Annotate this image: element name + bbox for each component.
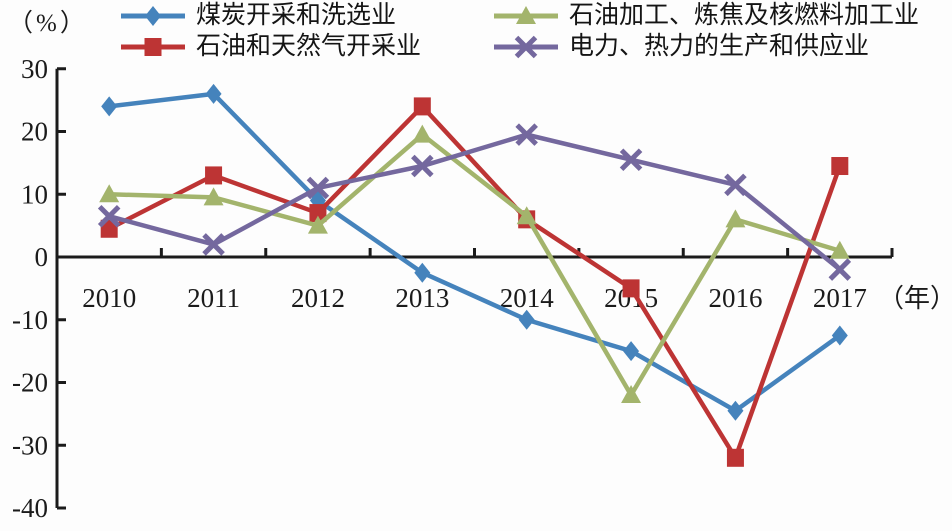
series-marker-x [202, 233, 225, 256]
series-line [108, 132, 842, 272]
series-marker-x [514, 35, 538, 59]
x-tick-label: 2013 [395, 283, 449, 313]
x-tick-label: 2011 [187, 283, 240, 313]
series-marker-x [828, 258, 852, 281]
series-marker-diamond [205, 83, 222, 104]
y-tick-label: -30 [12, 430, 48, 460]
legend-label: 电力、热力的生产和供应业 [569, 33, 870, 60]
series-marker-square [309, 204, 327, 223]
series-marker-triangle [307, 215, 328, 234]
y-tick-label: -20 [12, 368, 48, 398]
series-marker-diamond [831, 325, 848, 346]
series-line [109, 131, 841, 400]
series-line [108, 103, 842, 463]
y-tick-label: -10 [12, 305, 48, 335]
series-marker-x [619, 148, 643, 172]
series-marker-square [100, 219, 118, 238]
oil-gas-series-legend-marker-icon [121, 38, 185, 56]
legend-item-oil-gas-extraction: 石油和天然气开采业 [119, 32, 421, 62]
x-tick-label: 2014 [500, 283, 555, 313]
series-marker-diamond [727, 400, 744, 421]
series-3 [97, 123, 852, 281]
x-tick-label: 2012 [291, 283, 345, 313]
x-tick-label: 2017 [813, 283, 867, 313]
series-marker-triangle [99, 184, 120, 203]
legend-label: 煤炭开采和洗选业 [196, 2, 397, 29]
y-tick-label: 20 [21, 117, 48, 147]
series-marker-square [831, 157, 849, 176]
series-marker-diamond [414, 262, 431, 283]
series-marker-x [724, 173, 747, 197]
electric-power-series-legend-marker-icon [494, 35, 558, 59]
y-tick-label: 10 [21, 179, 48, 209]
series-marker-square [726, 448, 744, 467]
series-marker-triangle [829, 240, 850, 259]
legend-item-electric-power: 电力、热力的生产和供应业 [492, 32, 869, 62]
series-marker-triangle [516, 6, 536, 24]
legend-item-coal-mining: 煤炭开采和洗选业 [119, 1, 396, 31]
x-tick-label: 2010 [82, 283, 136, 313]
x-axis-unit-label: （年） [878, 284, 952, 313]
series-marker-square [205, 166, 223, 185]
series-marker-square [413, 97, 431, 116]
y-tick-label: -40 [12, 493, 48, 523]
series-marker-x [515, 123, 538, 146]
series-marker-square [622, 279, 640, 298]
coal-series-legend-marker-icon [121, 6, 185, 26]
series-marker-triangle [412, 124, 433, 143]
series-marker-square [144, 38, 162, 56]
series-0 [101, 83, 848, 421]
series-marker-diamond [145, 6, 161, 26]
series-marker-diamond [518, 309, 535, 330]
series-marker-x [411, 154, 434, 178]
series-marker-diamond [101, 96, 118, 117]
series-marker-x [97, 204, 121, 228]
series-marker-triangle [725, 209, 746, 228]
legend-item-petroleum-processing: 石油加工、炼焦及核燃料加工业 [492, 1, 919, 31]
series-2 [99, 124, 850, 404]
series-marker-triangle [203, 187, 224, 206]
series-marker-triangle [621, 385, 642, 404]
series-marker-diamond [623, 341, 640, 362]
series-marker-triangle [516, 206, 537, 225]
series-marker-x [306, 176, 330, 200]
y-tick-label: 30 [21, 54, 48, 84]
petroleum-processing-series-legend-marker-icon [494, 6, 558, 24]
legend-label: 石油加工、炼焦及核燃料加工业 [569, 2, 920, 29]
y-tick-label: 0 [35, 242, 49, 272]
legend-label: 石油和天然气开采业 [196, 33, 422, 60]
x-tick-label: 2016 [708, 283, 762, 313]
series-line [108, 91, 842, 414]
y-axis-unit-label: （%） [8, 10, 88, 37]
